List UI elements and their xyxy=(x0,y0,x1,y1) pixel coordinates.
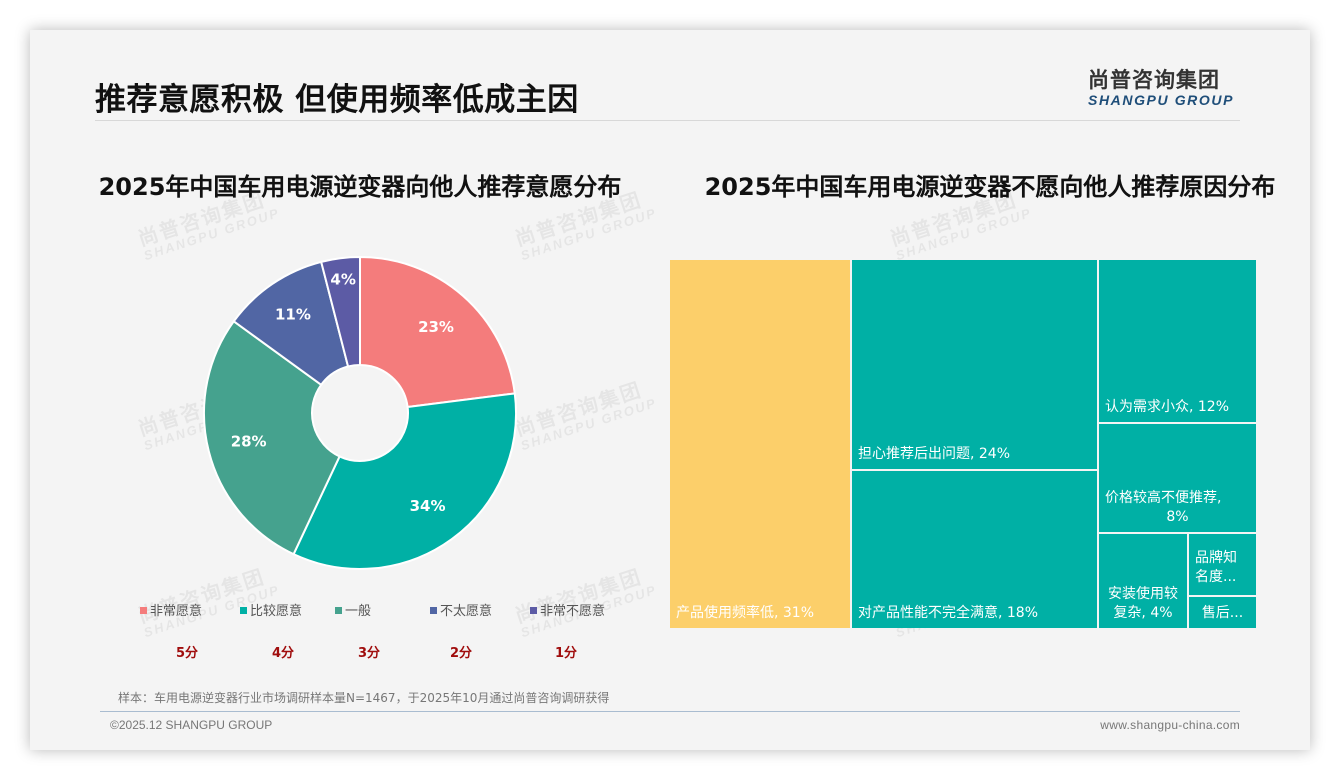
treemap-tile: 担心推荐后出问题, 24% xyxy=(852,260,1097,469)
donut-slice-label: 34% xyxy=(410,497,446,515)
legend-swatch-icon xyxy=(430,607,437,614)
legend-swatch-icon xyxy=(140,607,147,614)
legend-swatch-icon xyxy=(530,607,537,614)
legend-item[interactable]: 非常不愿意 xyxy=(530,600,605,619)
title-divider xyxy=(95,120,1240,121)
legend-item[interactable]: 非常愿意 xyxy=(140,600,202,619)
donut-chart-title: 2025年中国车用电源逆变器向他人推荐意愿分布 xyxy=(98,173,622,201)
donut-chart: 23% 34% 28% 11% 4% xyxy=(203,255,517,570)
donut-slice-label: 11% xyxy=(275,305,311,323)
legend-label: 非常不愿意 xyxy=(540,604,606,619)
company-logo: 尚普咨询集团 SHANGPU GROUP xyxy=(1088,64,1234,108)
donut-slice xyxy=(319,255,361,368)
logo-cn-text: 尚普咨询集团 xyxy=(1088,68,1220,92)
legend-swatch-icon xyxy=(335,607,342,614)
score-label: 2分 xyxy=(450,646,473,661)
slide: 推荐意愿积极 但使用频率低成主因 尚普咨询集团 SHANGPU GROUP 尚普… xyxy=(30,30,1310,750)
treemap-tile-label: 担心推荐后出问题, 24% xyxy=(858,446,1011,462)
treemap-tile: 安装使用较 复杂, 4% xyxy=(1099,534,1187,628)
legend-label: 不太愿意 xyxy=(440,604,493,619)
legend-item[interactable]: 不太愿意 xyxy=(430,600,492,619)
treemap-tile-label: 对产品性能不完全满意, 18% xyxy=(858,605,1039,621)
donut-slice xyxy=(359,255,516,409)
donut-slice-label: 23% xyxy=(418,318,454,336)
treemap-tile-label: 产品使用频率低, 31% xyxy=(676,605,815,621)
score-label: 3分 xyxy=(358,646,381,661)
treemap-tile: 价格较高不便推荐, 8% xyxy=(1099,424,1256,532)
legend-swatch-icon xyxy=(240,607,247,614)
donut-slice-label: 4% xyxy=(330,271,355,289)
legend-item[interactable]: 一般 xyxy=(335,600,371,619)
donut-slice xyxy=(203,319,341,556)
treemap-tile: 售后... xyxy=(1189,597,1256,628)
treemap-tile: 产品使用频率低, 31% xyxy=(670,260,850,628)
treemap-tile-label: 安装使用较 复杂, 4% xyxy=(1108,586,1178,621)
legend-item[interactable]: 比较愿意 xyxy=(240,600,302,619)
page-title: 推荐意愿积极 但使用频率低成主因 xyxy=(95,82,579,118)
score-label: 5分 xyxy=(176,646,199,661)
treemap-chart-title: 2025年中国车用电源逆变器不愿向他人推荐原因分布 xyxy=(704,173,1276,201)
legend-label: 一般 xyxy=(345,604,372,619)
donut-slice-label: 28% xyxy=(231,433,267,451)
treemap-tile-label: 认为需求小众, 12% xyxy=(1105,399,1230,415)
legend-label: 比较愿意 xyxy=(250,604,303,619)
treemap-tile: 对产品性能不完全满意, 18% xyxy=(852,471,1097,628)
website-link[interactable]: www.shangpu-china.com xyxy=(1100,718,1240,732)
treemap-tile: 品牌知 名度... xyxy=(1189,534,1256,595)
donut-legend: 非常愿意 5分 比较愿意 4分 一般 3分 不太愿意 2分 非常不愿意 1分 xyxy=(130,600,630,661)
logo-en-text: SHANGPU GROUP xyxy=(1088,92,1235,108)
footer-divider xyxy=(100,711,1240,712)
donut-slice xyxy=(292,392,517,570)
copyright-text: ©2025.12 SHANGPU GROUP xyxy=(110,718,273,732)
sample-note: 样本：车用电源逆变器行业市场调研样本量N=1467，于2025年10月通过尚普咨… xyxy=(118,691,610,705)
score-label: 4分 xyxy=(272,646,295,661)
treemap-tile-label: 品牌知 名度... xyxy=(1195,550,1237,585)
legend-label: 非常愿意 xyxy=(150,604,203,619)
treemap-tile-label: 售后... xyxy=(1201,605,1244,621)
treemap-tile-label: 价格较高不便推荐, 8% xyxy=(1105,490,1222,525)
score-label: 1分 xyxy=(555,646,578,661)
treemap-tile: 认为需求小众, 12% xyxy=(1099,260,1256,422)
donut-slice xyxy=(232,260,350,387)
treemap-chart: 产品使用频率低, 31% 担心推荐后出问题, 24% 对产品性能不完全满意, 18%… xyxy=(670,260,1256,628)
